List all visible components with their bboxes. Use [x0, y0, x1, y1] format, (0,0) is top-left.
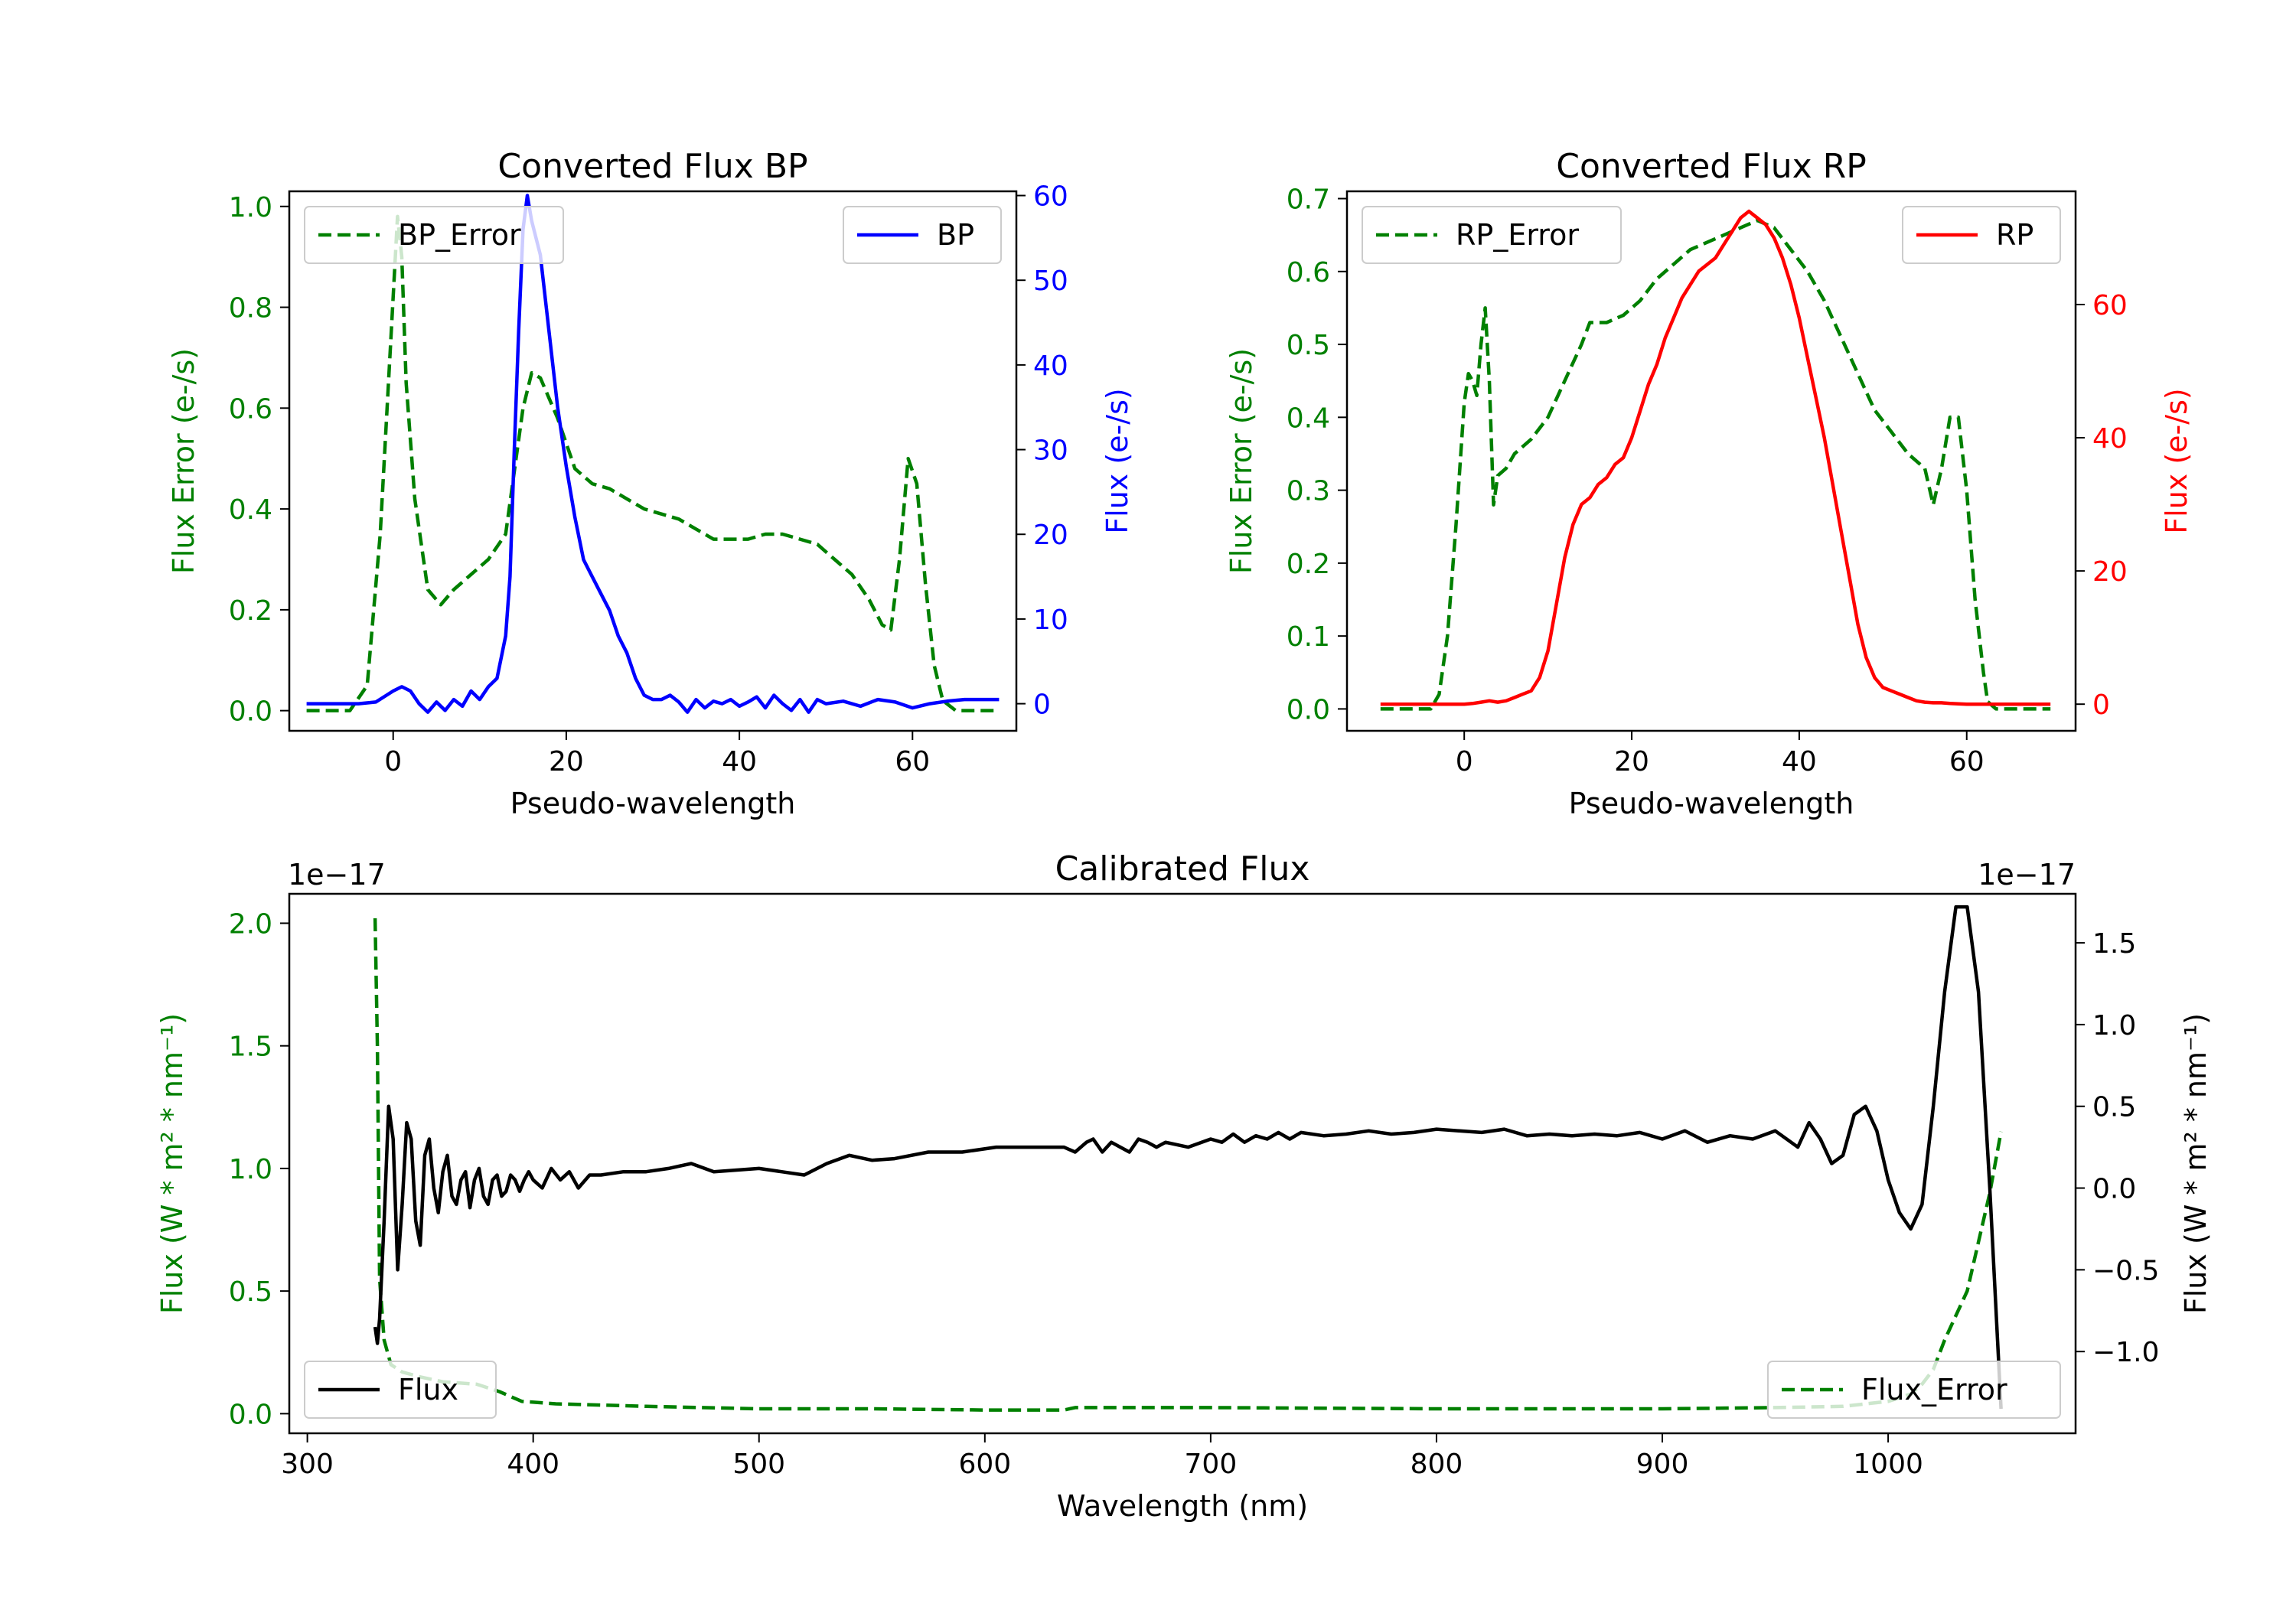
chart3-ylabel-right: Flux (W * m² * nm⁻¹)	[2179, 1013, 2213, 1314]
chart2-ytick-left-label: 0.0	[1287, 694, 1330, 725]
chart2-xtick-label: 60	[1949, 746, 1985, 777]
chart1-ytick-left-label: 0.2	[229, 595, 272, 627]
chart3-legend-box	[304, 1361, 497, 1419]
chart1-legend-label: BP	[937, 218, 974, 252]
chart1-xlabel: Pseudo-wavelength	[510, 787, 796, 820]
chart2-legend-label: RP_Error	[1456, 218, 1579, 252]
chart3-ytick-right-label: 0.0	[2092, 1174, 2136, 1205]
chart2-ytick-left-label: 0.5	[1287, 330, 1330, 361]
chart3-xlabel: Wavelength (nm)	[1057, 1489, 1308, 1523]
chart3-ytick-right-label: −0.5	[2092, 1255, 2159, 1286]
chart1-ytick-right-label: 30	[1033, 435, 1068, 467]
chart3-scale-left: 1e−17	[288, 858, 386, 892]
chart3-series-flux-error	[373, 918, 2003, 1412]
chart2-ytick-left-label: 0.2	[1287, 549, 1330, 580]
chart3-ytick-left-label: 0.0	[229, 1399, 272, 1430]
chart2-axes-frame	[1345, 190, 2077, 732]
chart3-title: Calibrated Flux	[1055, 849, 1310, 888]
chart2-series-rp-error	[1380, 218, 2051, 711]
chart1-ytick-right-label: 50	[1033, 266, 1068, 297]
chart3-legend-label: Flux_Error	[1861, 1373, 2007, 1407]
chart2-xtick-label: 0	[1456, 746, 1473, 777]
chart1-ytick-left-label: 0.4	[229, 494, 272, 526]
chart3-xtick-label: 1000	[1853, 1449, 1923, 1480]
chart1-ylabel-right: Flux (e-/s)	[1101, 388, 1134, 533]
chart3-ytick-left-label: 0.5	[229, 1276, 272, 1308]
chart2-legend-box	[1902, 206, 2061, 264]
chart3-axes-frame	[288, 892, 2077, 1435]
chart1-ytick-right-label: 60	[1033, 181, 1068, 213]
chart2-ylabel-left: Flux Error (e-/s)	[1225, 348, 1258, 574]
chart1-axes-frame	[288, 190, 1018, 732]
chart1-legend-box	[843, 206, 1002, 264]
chart3-series-flux	[373, 905, 2003, 1410]
chart1-xtick-label: 0	[384, 746, 402, 777]
chart2-series-rp	[1380, 209, 2051, 706]
chart3-xtick-label: 400	[507, 1449, 559, 1480]
chart1-xtick-label: 60	[895, 746, 930, 777]
chart3-legend-box	[1767, 1361, 2061, 1419]
chart2-ytick-right-label: 0	[2092, 689, 2110, 721]
chart1-legend-box	[304, 206, 564, 264]
chart2-xtick-label: 40	[1782, 746, 1817, 777]
chart2-xlabel: Pseudo-wavelength	[1569, 787, 1854, 820]
chart2-ytick-right-label: 20	[2092, 556, 2128, 588]
chart1-ytick-left-label: 0.6	[229, 393, 272, 425]
chart3-scale-right: 1e−17	[1978, 858, 2076, 892]
chart1-series-bp	[306, 194, 1000, 714]
chart2-legend-box	[1362, 206, 1622, 264]
chart3-ytick-left-label: 1.0	[229, 1154, 272, 1185]
chart1-series-bp-error	[306, 214, 1000, 712]
chart2-ytick-left-label: 0.4	[1287, 403, 1330, 434]
chart3-xtick-label: 500	[732, 1449, 785, 1480]
chart3-xtick-label: 700	[1185, 1449, 1238, 1480]
chart3-ytick-right-label: −1.0	[2092, 1337, 2159, 1368]
chart2-xtick-label: 20	[1614, 746, 1649, 777]
chart1-ytick-right-label: 20	[1033, 520, 1068, 551]
chart1-title: Converted Flux BP	[497, 147, 807, 186]
chart3-xtick-label: 300	[281, 1449, 334, 1480]
chart3-legend-label: Flux	[398, 1373, 458, 1407]
chart2-ytick-left-label: 0.1	[1287, 621, 1330, 653]
chart3-ytick-left-label: 2.0	[229, 908, 272, 940]
chart1-ytick-right-label: 10	[1033, 605, 1068, 636]
chart1-ytick-left-label: 1.0	[229, 192, 272, 223]
chart3-ytick-right-label: 0.5	[2092, 1092, 2136, 1123]
chart2-ytick-left-label: 0.3	[1287, 476, 1330, 507]
chart3-ytick-left-label: 1.5	[229, 1032, 272, 1063]
chart2-ytick-left-label: 0.6	[1287, 257, 1330, 288]
chart2-title: Converted Flux RP	[1556, 147, 1867, 186]
chart3-xtick-label: 800	[1411, 1449, 1463, 1480]
chart3-ytick-right-label: 1.0	[2092, 1010, 2136, 1041]
chart2-ylabel-right: Flux (e-/s)	[2160, 388, 2193, 533]
chart1-xtick-label: 20	[549, 746, 584, 777]
chart1-ytick-left-label: 0.0	[229, 696, 272, 728]
chart1-ytick-right-label: 40	[1033, 350, 1068, 382]
chart2-ytick-right-label: 40	[2092, 423, 2128, 455]
chart2-ytick-right-label: 60	[2092, 290, 2128, 321]
chart1-xtick-label: 40	[722, 746, 757, 777]
chart1-ylabel-left: Flux Error (e-/s)	[167, 348, 201, 574]
chart3-ytick-right-label: 1.5	[2092, 928, 2136, 960]
chart2-ytick-left-label: 0.7	[1287, 184, 1330, 216]
chart3-xtick-label: 900	[1636, 1449, 1689, 1480]
chart1-ytick-right-label: 0	[1033, 689, 1051, 721]
chart1-legend-label: BP_Error	[398, 218, 521, 252]
chart1-ytick-left-label: 0.8	[229, 293, 272, 324]
chart3-ylabel-left: Flux (W * m² * nm⁻¹)	[155, 1013, 189, 1314]
chart2-legend-label: RP	[1996, 218, 2033, 252]
chart3-xtick-label: 600	[958, 1449, 1011, 1480]
